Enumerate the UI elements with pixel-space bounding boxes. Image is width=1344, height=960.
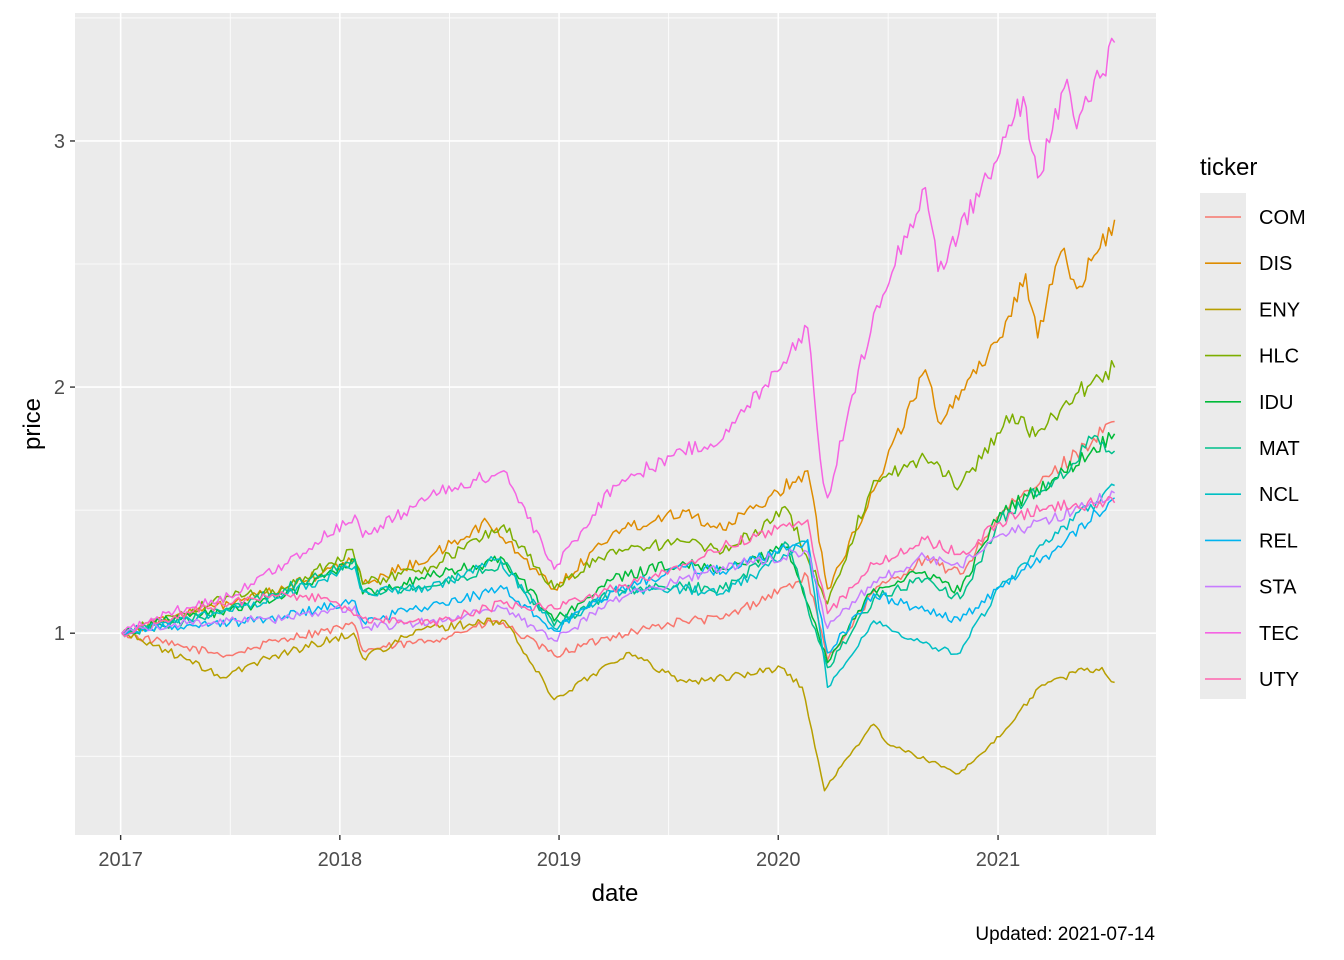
legend-label-rel: REL: [1259, 530, 1298, 552]
y-tick-label: 2: [54, 377, 65, 399]
y-tick-label: 3: [54, 131, 65, 153]
x-axis: 2017 2018 2019 2020 2021: [98, 835, 1020, 871]
legend: ticker COM DIS ENY HLC IDU MAT NCL REL STA TEC UTY: [1200, 154, 1306, 699]
series-line-eny: [121, 617, 1115, 792]
legend-label-dis: DIS: [1259, 253, 1292, 275]
plot-panel: [75, 13, 1156, 835]
legend-label-ncl: NCL: [1259, 484, 1299, 506]
x-tick-label: 2021: [976, 849, 1021, 871]
y-tick-label: 1: [54, 623, 65, 645]
legend-label-com: COM: [1259, 207, 1306, 229]
y-axis-title: price: [19, 398, 46, 450]
x-tick-label: 2018: [318, 849, 363, 871]
legend-items: COM DIS ENY HLC IDU MAT NCL REL STA TEC UTY: [1205, 207, 1306, 691]
legend-label-sta: STA: [1259, 577, 1297, 599]
legend-label-eny: ENY: [1259, 299, 1300, 321]
legend-label-uty: UTY: [1259, 669, 1299, 691]
legend-key-background: [1200, 193, 1246, 699]
series-line-sta: [121, 490, 1115, 642]
series-line-com: [121, 420, 1115, 662]
legend-label-hlc: HLC: [1259, 346, 1299, 368]
legend-label-idu: IDU: [1259, 392, 1293, 414]
series-line-rel: [121, 497, 1116, 654]
major-gridlines: [75, 13, 1156, 835]
legend-label-mat: MAT: [1259, 438, 1300, 460]
x-tick-label: 2020: [756, 849, 801, 871]
legend-label-tec: TEC: [1259, 623, 1299, 645]
series-lines: [121, 37, 1116, 792]
series-line-mat: [121, 434, 1116, 669]
series-line-uty: [121, 495, 1116, 638]
series-line-tec: [121, 37, 1116, 634]
x-axis-title: date: [592, 880, 639, 907]
legend-title: ticker: [1200, 154, 1257, 181]
x-tick-label: 2017: [98, 849, 143, 871]
x-tick-label: 2019: [537, 849, 582, 871]
series-line-hlc: [121, 359, 1116, 634]
caption: Updated: 2021-07-14: [975, 924, 1155, 945]
y-axis: 1 2 3: [54, 131, 75, 645]
